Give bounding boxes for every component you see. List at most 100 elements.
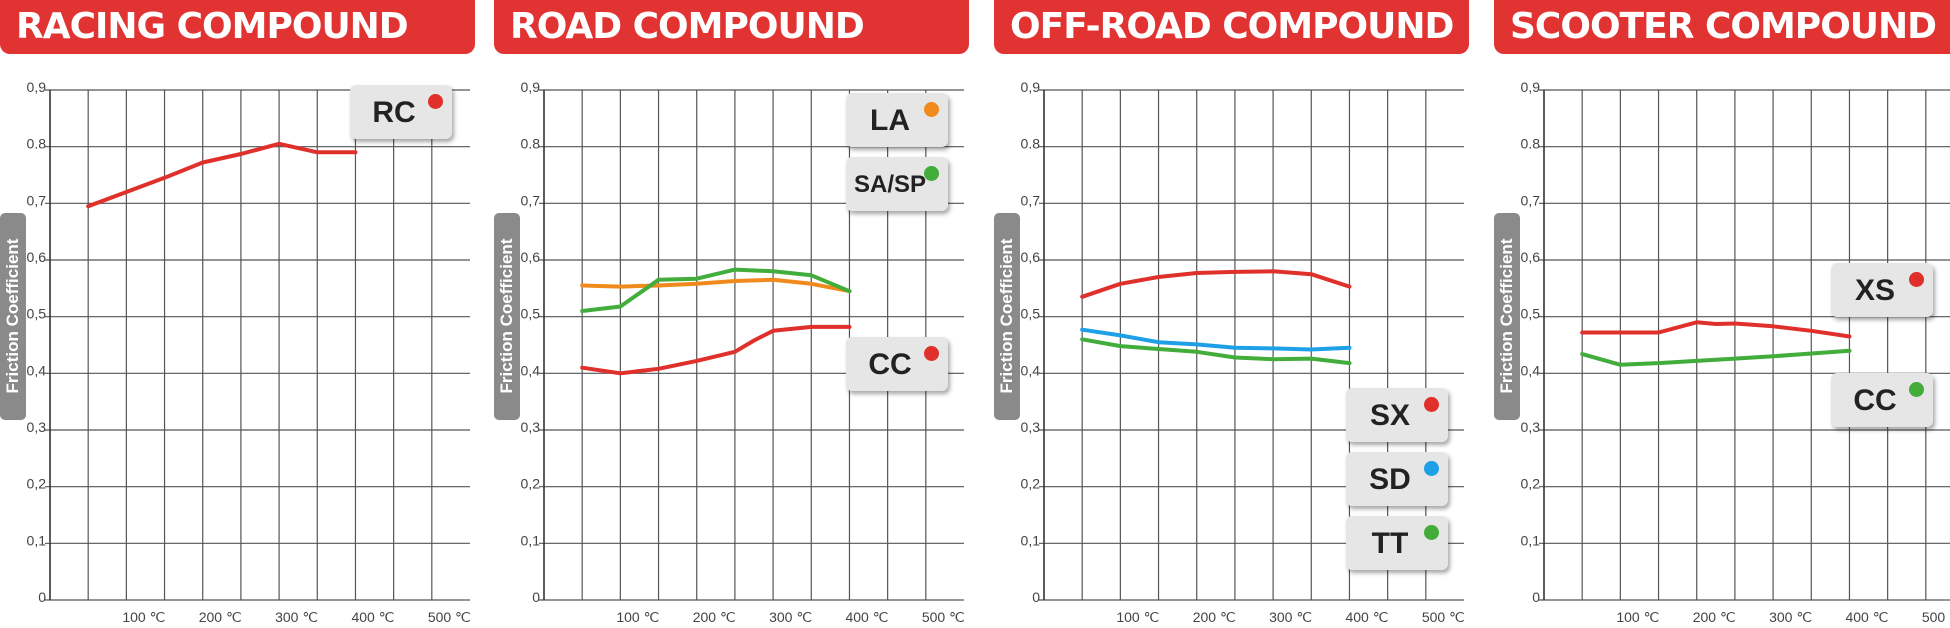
x-tick-label: 200 ℃ (199, 609, 242, 625)
y-tick-label: 0,5 (1521, 306, 1541, 322)
x-tick-label: 300 ℃ (275, 609, 318, 625)
legend-label: TT (1371, 527, 1409, 560)
y-tick-label: 0,1 (1021, 532, 1041, 548)
y-tick-label: 0,4 (1021, 362, 1041, 378)
y-axis-label-box: Friction Coefficient (0, 213, 26, 420)
red-dot-icon (924, 346, 939, 361)
y-axis-label: Friction Coefficient (997, 238, 1016, 394)
y-tick-label: 0 (1032, 589, 1040, 605)
x-tick-label: 200 ℃ (1693, 609, 1736, 625)
orange-dot-icon (924, 102, 939, 117)
legend-label: RC (372, 96, 416, 129)
y-axis-label-box: Friction Coefficient (1494, 213, 1520, 420)
legend-item-rc: RC (350, 85, 452, 139)
y-tick-label: 0 (532, 589, 540, 605)
panel-title-banner: ROAD COMPOUND (494, 0, 969, 54)
y-tick-label: 0,4 (521, 362, 541, 378)
green-dot-icon (924, 166, 939, 181)
y-tick-label: 0,6 (1021, 249, 1041, 265)
y-tick-label: 0,6 (521, 249, 541, 265)
series-line-cc (580, 324, 852, 376)
legend-label: SX (1369, 399, 1411, 432)
y-tick-label: 0,3 (27, 419, 47, 435)
legend-item-cc: CC (846, 337, 948, 391)
x-tick-label: 500 ℃ (428, 609, 471, 625)
x-tick-label: 400 ℃ (1845, 609, 1888, 625)
chart-panel-scooter: SCOOTER COMPOUND 0 0,1 0,2 0,3 0,4 0,5 0,6 0,7 0… (1494, 0, 1950, 628)
y-tick-label: 0,2 (1021, 476, 1041, 492)
y-tick-label: 0,9 (1521, 79, 1541, 95)
panel-title-banner: OFF-ROAD COMPOUND (994, 0, 1469, 54)
legend-item-xs: XS (1831, 263, 1933, 317)
red-dot-icon (1424, 397, 1439, 412)
y-tick-label: 0,9 (521, 79, 541, 95)
y-tick-label: 0.8 (27, 136, 47, 152)
x-tick-label: 100 ℃ (1116, 609, 1159, 625)
x-tick-label: 100 ℃ (122, 609, 165, 625)
x-tick-label: 100 ℃ (616, 609, 659, 625)
y-tick-label: 0,5 (1021, 306, 1041, 322)
y-tick-label: 0,1 (27, 532, 47, 548)
legend-label: XS (1854, 274, 1896, 307)
x-tick-label: 200 ℃ (693, 609, 736, 625)
x-tick-label: 500 ℃ (1922, 609, 1950, 625)
legend-label: CC (1853, 384, 1897, 417)
series-line-sd (1080, 327, 1352, 352)
y-tick-label: 0,9 (1021, 79, 1041, 95)
x-tick-label: 300 ℃ (769, 609, 812, 625)
y-tick-label: 0,4 (27, 362, 47, 378)
y-tick-label: 0,5 (521, 306, 541, 322)
y-tick-label: 0,7 (521, 192, 541, 208)
y-axis-label: Friction Coefficient (3, 238, 22, 394)
y-tick-label: 0,2 (1521, 476, 1541, 492)
line-chart-scooter: 0 0,1 0,2 0,3 0,4 0,5 0,6 0,7 0.8 0,9 100 ℃ 200 ℃ 30… (1521, 79, 1950, 625)
y-tick-label: 0 (1532, 589, 1540, 605)
x-tick-label: 400 ℃ (1345, 609, 1388, 625)
line-chart-racing: 0 0,1 0,2 0,3 0,4 0,5 0,6 0,7 0.8 0,9 100 ℃ 200 ℃ 30… (27, 79, 471, 625)
y-tick-label: 0,6 (1521, 249, 1541, 265)
panel-title: OFF-ROAD COMPOUND (1010, 6, 1454, 47)
series-line-sx (1080, 269, 1352, 299)
y-tick-label: 0.8 (521, 136, 541, 152)
x-tick-label: 100 ℃ (1616, 609, 1659, 625)
x-tick-label: 500 ℃ (922, 609, 965, 625)
x-tick-label: 500 ℃ (1422, 609, 1465, 625)
series-line-la (580, 277, 852, 294)
green-dot-icon (1424, 525, 1439, 540)
legend-label: LA (870, 104, 910, 137)
y-tick-label: 0,1 (1521, 532, 1541, 548)
series-line-tt (1080, 337, 1352, 366)
panel-title: ROAD COMPOUND (510, 6, 865, 47)
panel-title: SCOOTER COMPOUND (1510, 6, 1937, 47)
y-tick-label: 0,6 (27, 249, 47, 265)
y-tick-label: 0,9 (27, 79, 47, 95)
y-axis-label-box: Friction Coefficient (994, 213, 1020, 420)
y-tick-label: 0.8 (1521, 136, 1541, 152)
panel-title-banner: RACING COMPOUND (0, 0, 475, 54)
y-tick-label: 0,3 (521, 419, 541, 435)
series-line-xs (1580, 320, 1852, 339)
y-tick-label: 0,7 (27, 192, 47, 208)
series-line-sa-sp (580, 267, 852, 313)
y-tick-label: 0,7 (1021, 192, 1041, 208)
y-axis-label-box: Friction Coefficient (494, 213, 520, 420)
x-tick-label: 300 ℃ (1769, 609, 1812, 625)
legend-item-cc: CC (1831, 373, 1933, 427)
x-tick-label: 200 ℃ (1193, 609, 1236, 625)
series-line-rc (86, 141, 358, 209)
y-tick-label: 0,7 (1521, 192, 1541, 208)
series-line-cc (1580, 348, 1852, 367)
legend-item-sx: SX (1346, 388, 1448, 442)
y-tick-label: 0,4 (1521, 362, 1541, 378)
y-tick-label: 0,2 (27, 476, 47, 492)
chart-panel-racing: RACING COMPOUND 0 0,1 0,2 0,3 0,4 0,5 0,6 0,7 0.… (0, 0, 475, 628)
red-dot-icon (1909, 272, 1924, 287)
legend-item-sa-sp: SA/SP (846, 157, 948, 211)
x-tick-label: 400 ℃ (845, 609, 888, 625)
y-tick-label: 0,2 (521, 476, 541, 492)
legend-item-la: LA (846, 93, 948, 147)
legend-item-sd: SD (1346, 452, 1448, 506)
legend-label: SD (1369, 463, 1411, 496)
red-dot-icon (428, 94, 443, 109)
y-tick-label: 0,5 (27, 306, 47, 322)
